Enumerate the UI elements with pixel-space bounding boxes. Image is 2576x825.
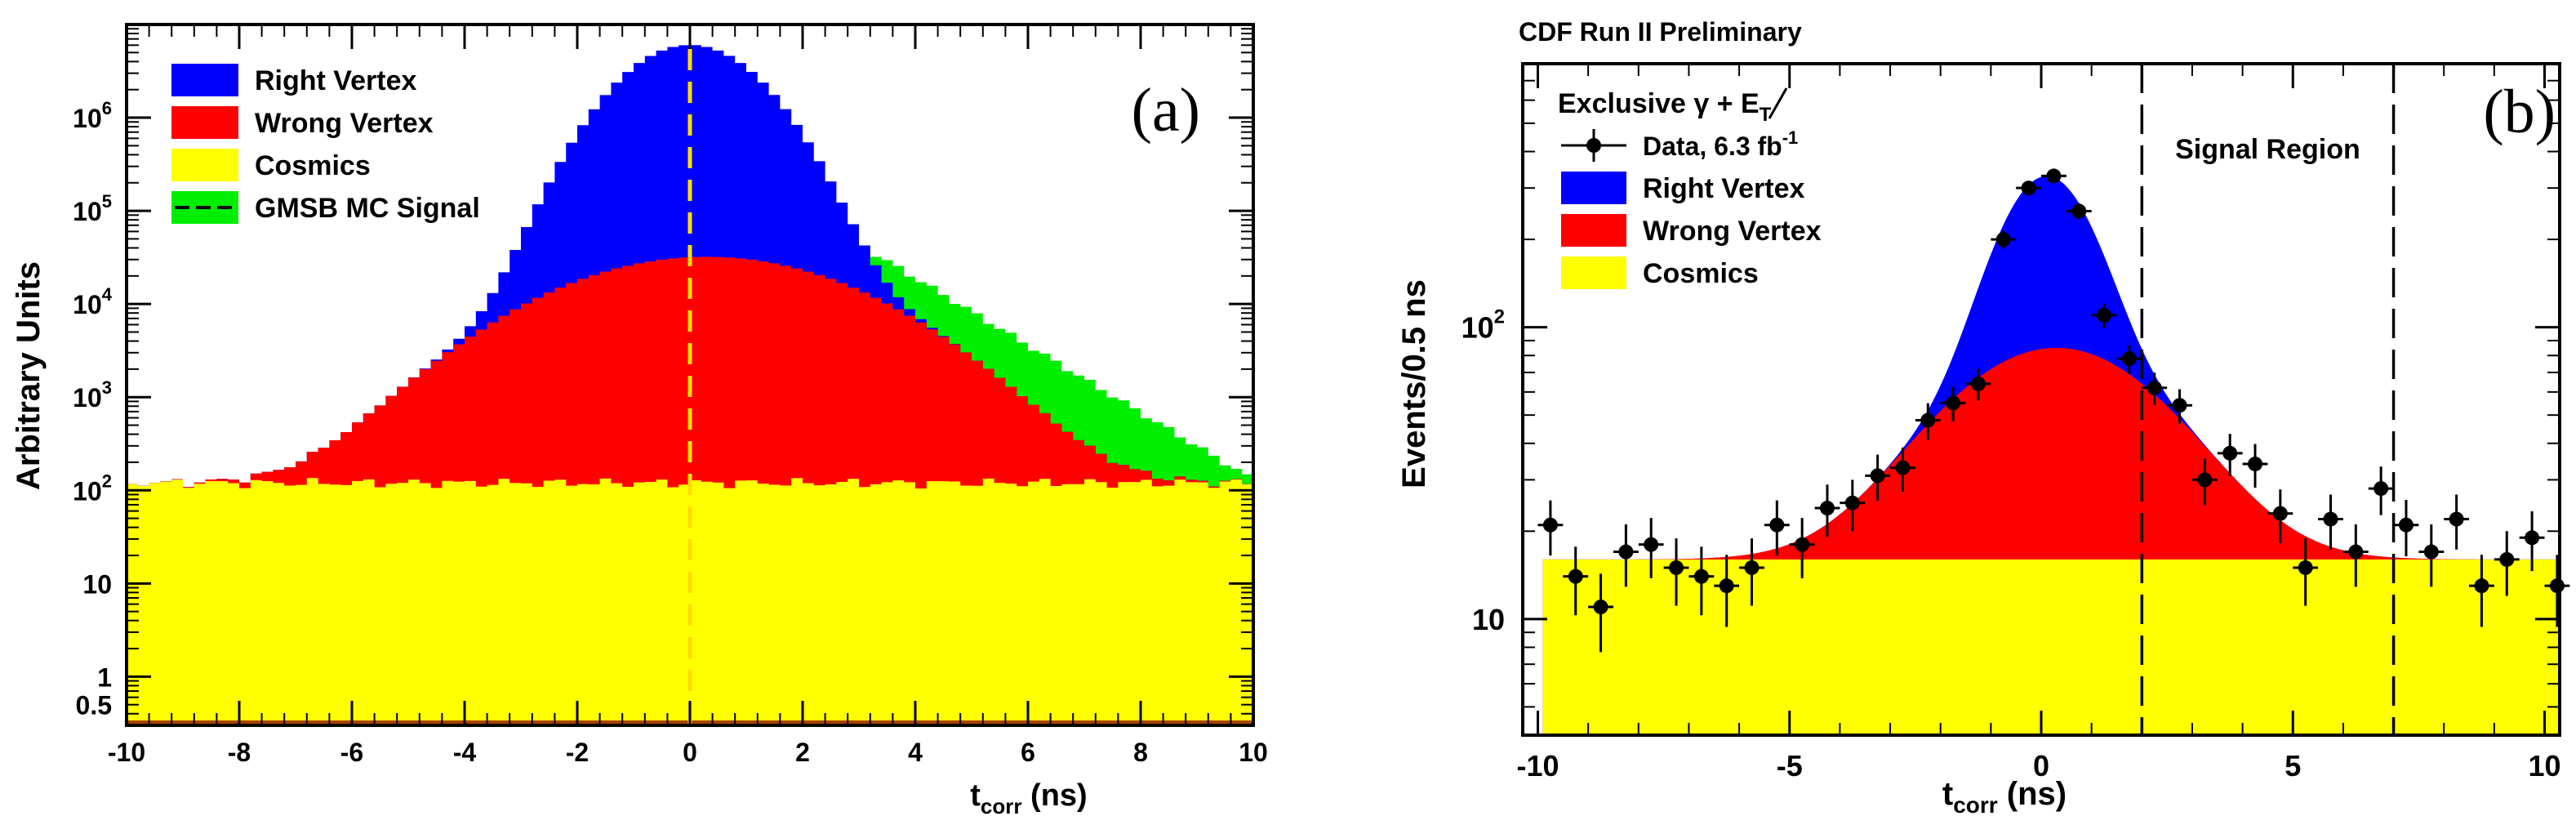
data-point	[2071, 203, 2087, 219]
data-point	[1618, 544, 1634, 560]
y-axis-title: Arbitrary Units	[11, 261, 47, 490]
x-axis-title: tcorr (ns)	[970, 778, 1087, 818]
data-point	[2097, 307, 2112, 323]
data-point	[1920, 412, 1936, 428]
data-point	[2197, 472, 2213, 488]
y-tick-label: 106	[73, 98, 112, 133]
data-point	[1669, 560, 1684, 575]
chart-a: -10 -8 -6 -4 -2 0 2 4 6 8 10 0.51 10 102 103 104 105 106 t…	[11, 23, 1268, 818]
x-tick-label: 0	[683, 738, 697, 767]
x-tick-label: 4	[908, 738, 923, 767]
legend-swatch	[171, 149, 238, 181]
y-tick-label: 10	[82, 569, 112, 599]
legend-swatch	[1561, 172, 1626, 204]
x-tick-label: -2	[566, 738, 589, 767]
x-tick-label: -8	[228, 738, 251, 767]
data-point	[1895, 460, 1911, 475]
data-point	[2499, 551, 2515, 567]
x-tick-label: 10	[2528, 749, 2560, 783]
data-point	[2474, 578, 2489, 594]
panel-label: (b)	[2483, 78, 2556, 146]
panel-label: (a)	[1132, 76, 1200, 145]
y-tick-label: 102	[1462, 306, 1505, 345]
y-tick-label: 10	[1472, 603, 1505, 636]
legend-swatch	[171, 106, 238, 139]
data-point	[1769, 517, 1785, 533]
y-tick-label: 1	[97, 662, 112, 692]
legend-label: Cosmics	[255, 150, 371, 181]
x-tick-label: -10	[1516, 749, 1559, 783]
x-tick-label: -6	[340, 738, 363, 767]
y-tick-label: 104	[73, 284, 113, 319]
x-tick-label: 10	[1239, 738, 1268, 767]
data-point	[2348, 544, 2364, 560]
legend-swatch	[1561, 214, 1626, 247]
data-point	[1744, 560, 1760, 575]
legend-label: Right Vertex	[255, 65, 416, 96]
y-tick-label: 0.5	[76, 691, 112, 720]
legend-label: Data, 6.3 fb-1	[1643, 127, 1798, 161]
x-tick-label: -10	[108, 738, 145, 767]
data-point	[2248, 456, 2263, 471]
chart-title: CDF Run II Preliminary	[1519, 17, 1802, 47]
data-point	[1844, 495, 1860, 511]
legend-swatch	[171, 64, 238, 96]
legend-subtitle: Exclusive γ + ET	[1558, 88, 1772, 126]
data-point	[2549, 578, 2565, 594]
data-point	[2021, 181, 2036, 196]
data-point	[1542, 517, 1558, 533]
legend-label: Right Vertex	[1643, 173, 1804, 204]
y-axis-title: Events/0.5 ns	[1396, 279, 1432, 488]
y-tick-label: 105	[73, 191, 112, 226]
chart-b: Signal Region -10 -5 0 5 10 10 102 CDF Run II Pr…	[1396, 17, 2570, 818]
cosmics-area	[127, 478, 1253, 725]
data-point	[2423, 544, 2439, 560]
y-tick-label: 103	[73, 377, 112, 412]
data-point	[1819, 501, 1835, 516]
data-point	[2172, 398, 2187, 413]
signal-region-label: Signal Region	[2175, 134, 2360, 165]
legend-swatch	[1561, 256, 1626, 289]
data-point	[2323, 511, 2338, 527]
data-point	[2222, 445, 2238, 461]
x-tick-label: -5	[1777, 749, 1803, 783]
data-point	[1995, 232, 2011, 247]
data-point	[1719, 578, 1734, 594]
x-tick-label: 2	[795, 738, 810, 767]
legend-label: Cosmics	[1643, 258, 1759, 289]
met-slash	[1768, 87, 1788, 119]
data-point	[1644, 537, 1659, 552]
data-point	[2449, 511, 2464, 527]
data-point	[2374, 481, 2389, 497]
data-point	[1870, 468, 1885, 484]
data-point	[2298, 560, 2313, 575]
x-tick-label: -4	[453, 738, 477, 767]
y-tick-label: 102	[73, 470, 112, 506]
legend-data-marker	[1586, 138, 1601, 153]
data-point	[1795, 537, 1810, 552]
data-point	[1593, 600, 1608, 615]
legend-label: GMSB MC Signal	[255, 193, 480, 224]
x-tick-label: 0	[2033, 749, 2049, 783]
data-point	[2147, 380, 2162, 395]
data-point	[2046, 168, 2062, 184]
data-point	[2398, 517, 2414, 533]
legend-label: Wrong Vertex	[1643, 216, 1822, 247]
data-point	[2121, 351, 2137, 367]
x-tick-label: 5	[2285, 749, 2301, 783]
data-point	[1693, 569, 1709, 584]
data-point	[1970, 376, 1986, 391]
data-point	[1946, 395, 1961, 411]
data-point	[1568, 569, 1583, 584]
data-point	[2272, 506, 2288, 521]
cosmics-area	[1542, 559, 2560, 735]
x-tick-label: 6	[1021, 738, 1035, 767]
x-axis-title: tcorr (ns)	[1942, 776, 2067, 818]
legend-label: Wrong Vertex	[255, 108, 434, 139]
x-tick-label: 8	[1133, 738, 1148, 767]
data-point	[2525, 530, 2540, 546]
